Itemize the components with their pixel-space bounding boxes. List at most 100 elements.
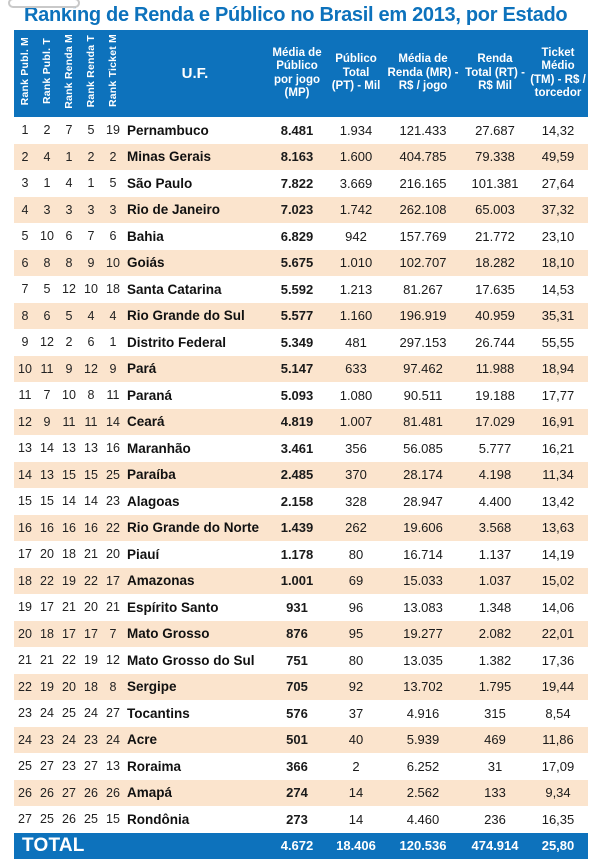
value-cell: 1.178 (280, 546, 314, 562)
value-cell: 17.029 (462, 408, 528, 435)
rank-cell: 3 (80, 196, 102, 223)
table-row: 18 22 19 22 17 Amazonas 1.001 69 15.033 1.037 15,0… (14, 567, 588, 594)
value-cell: 2.562 (384, 779, 462, 806)
table-row: 14 13 15 15 25 Paraíba 2.485 370 28.174 4.198 11,3… (14, 461, 588, 488)
rank-cell: 27 (106, 706, 120, 721)
rank-cell: 25 (62, 706, 76, 721)
rank-cell: 4 (36, 143, 58, 170)
value-cell: 6.252 (406, 758, 440, 774)
col-header-rank-renda-m-label: Rank Renda M (63, 33, 75, 109)
value-cell: 157.769 (399, 228, 447, 244)
rank-cell: 10 (62, 388, 76, 403)
rank-cell: 5 (43, 282, 51, 297)
rank-cell: 14 (40, 441, 54, 456)
rank-cell: 24 (102, 726, 124, 753)
col-header-publico-total: Público Total (PT) - Mil (328, 30, 384, 117)
value-cell: 14,06 (541, 599, 575, 615)
rank-cell: 12 (40, 335, 54, 350)
uf-cell: Sergipe (124, 673, 266, 700)
value-cell: 13,63 (528, 514, 588, 541)
value-cell: 4.460 (406, 811, 440, 827)
value-cell: 81.267 (403, 281, 443, 297)
value-cell: 1.080 (339, 387, 373, 403)
rank-cell: 15 (58, 461, 80, 488)
value-cell: 1.382 (478, 652, 512, 668)
col-header-rank-publ-m: Rank Publ. M (14, 30, 36, 117)
rank-cell: 17 (18, 547, 32, 562)
value-cell: 92 (328, 673, 384, 700)
value-cell: 14,19 (541, 546, 575, 562)
rank-cell: 22 (62, 653, 76, 668)
rank-cell: 12 (62, 282, 76, 297)
value-cell: 5.592 (280, 281, 314, 297)
table-row: 1 2 7 5 19 Pernambuco 8.481 1.934 121.433 27.687 1… (14, 117, 588, 144)
rank-cell: 13 (36, 461, 58, 488)
value-cell: 14,32 (541, 122, 575, 138)
value-cell: 16,35 (541, 811, 575, 827)
rank-cell: 22 (36, 567, 58, 594)
value-cell: 11.988 (462, 355, 528, 382)
value-cell: 366 (286, 758, 308, 774)
rank-cell: 3 (58, 196, 80, 223)
rank-cell: 1 (58, 143, 80, 170)
uf-cell: Rio Grande do Sul (124, 302, 266, 329)
rank-cell: 12 (14, 408, 36, 435)
value-cell: 65.003 (462, 196, 528, 223)
value-cell: 28.947 (403, 493, 443, 509)
value-cell: 13.702 (384, 673, 462, 700)
rank-cell: 23 (62, 759, 76, 774)
value-cell: 1.348 (478, 599, 512, 615)
uf-cell: São Paulo (127, 175, 193, 191)
value-cell: 576 (286, 705, 308, 721)
rank-cell: 13 (18, 441, 32, 456)
value-cell: 15,02 (528, 567, 588, 594)
value-cell: 40 (328, 726, 384, 753)
uf-cell: Paraná (127, 387, 173, 403)
value-cell: 2.485 (266, 461, 328, 488)
rank-cell: 21 (84, 547, 98, 562)
rank-cell: 5 (87, 123, 95, 138)
rank-cell: 4 (102, 302, 124, 329)
value-cell: 2.158 (280, 493, 314, 509)
value-cell: 1.001 (266, 567, 328, 594)
uf-cell: Rio Grande do Norte (124, 514, 266, 541)
rank-cell: 23 (36, 726, 58, 753)
rank-cell: 24 (14, 726, 36, 753)
value-cell: 1.600 (328, 143, 384, 170)
value-cell: 4.916 (406, 705, 440, 721)
rank-cell: 4 (80, 302, 102, 329)
value-cell: 18,94 (528, 355, 588, 382)
rank-cell: 19 (58, 567, 80, 594)
rank-cell: 3 (102, 196, 124, 223)
rank-cell: 7 (43, 388, 51, 403)
table-row: 15 15 14 14 23 Alagoas 2.158 328 28.947 4.400 13,4… (14, 488, 588, 515)
value-cell: 5.147 (266, 355, 328, 382)
value-cell: 942 (345, 228, 367, 244)
col-header-rank-publ-t-label: Rank Publ. T (41, 38, 53, 104)
value-cell: 16,91 (528, 408, 588, 435)
value-cell: 37,32 (528, 196, 588, 223)
col-header-rank-ticket-m-label: Rank Ticket M (107, 34, 119, 108)
rank-cell: 16 (36, 514, 58, 541)
value-cell: 19.188 (475, 387, 515, 403)
value-cell: 404.785 (384, 143, 462, 170)
table-row: 13 14 13 13 16 Maranhão 3.461 356 56.085 5.777 16,… (14, 435, 588, 462)
table-row: 8 6 5 4 4 Rio Grande do Sul 5.577 1.160 196.919 4… (14, 302, 588, 329)
rank-cell: 18 (36, 620, 58, 647)
rank-cell: 15 (106, 812, 120, 827)
rank-cell: 12 (106, 653, 120, 668)
rank-cell: 9 (21, 335, 29, 350)
value-cell: 3.669 (339, 175, 373, 191)
value-cell: 328 (345, 493, 367, 509)
rank-cell: 27 (58, 779, 80, 806)
value-cell: 26.744 (475, 334, 515, 350)
table-footer: TOTAL 4.672 18.406 120.536 474.914 25,80 (14, 832, 588, 859)
value-cell: 17,77 (541, 387, 575, 403)
rank-cell: 25 (84, 812, 98, 827)
value-cell: 102.707 (384, 249, 462, 276)
rank-cell: 2 (102, 143, 124, 170)
uf-cell: Mato Grosso do Sul (127, 652, 255, 668)
table-row: 12 9 11 11 14 Ceará 4.819 1.007 81.481 17.029 16,9… (14, 408, 588, 435)
rank-cell: 2 (80, 143, 102, 170)
table-row: 4 3 3 3 3 Rio de Janeiro 7.023 1.742 262.108 65.0… (14, 196, 588, 223)
